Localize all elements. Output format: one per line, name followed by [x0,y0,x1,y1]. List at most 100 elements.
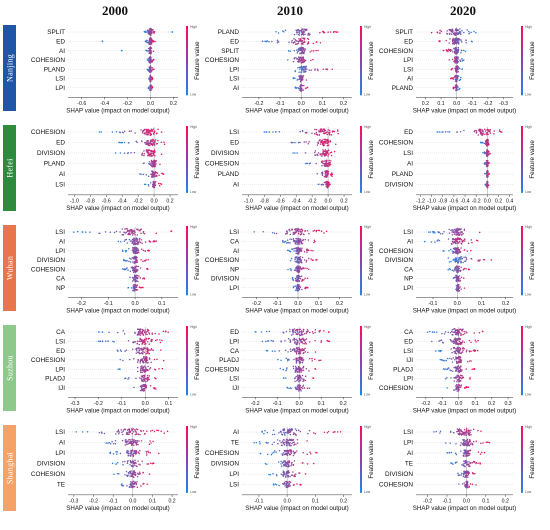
shap-point [296,256,298,258]
shap-point [132,287,135,289]
shap-point [134,278,137,280]
shap-point [450,69,452,71]
shap-point [455,42,458,44]
shap-point [136,238,138,241]
shap-point [456,66,458,68]
shap-point [439,358,442,361]
shap-point [456,249,458,251]
shap-point [489,129,491,131]
shap-point [152,128,154,130]
shap-point [302,68,304,71]
shap-point [304,277,306,279]
shap-point [458,275,461,277]
shap-point [456,86,458,89]
shap-point [140,347,143,349]
shap-point [468,339,471,342]
beeswarm-cohesion [279,365,317,373]
feature-label-ai: AI [59,239,65,246]
shap-point [148,32,150,34]
shap-point [294,350,296,353]
shap-point [128,358,131,361]
shap-point [296,346,298,349]
shap-point [141,140,143,143]
shap-point [328,163,330,165]
colorbar-low-label: Low [364,92,371,96]
shap-point [312,58,314,61]
shap-point [460,368,462,371]
shap-point [307,34,309,36]
shap-point [458,352,461,354]
shap-point [137,351,139,354]
shap-point [297,340,299,343]
shap-point [459,260,461,262]
shap-point [290,387,292,390]
shap-point [145,174,148,176]
shap-point [135,377,137,380]
shap-point [459,270,462,272]
shap-point [461,240,463,242]
shap-point [454,86,457,89]
shap-point [299,233,302,236]
shap-point [135,242,138,245]
beeswarm-ai [286,246,314,255]
shap-point [303,37,306,40]
shap-point [461,257,463,260]
x-axis-label: SHAP value (impact on model output) [245,205,348,212]
shap-point [308,69,311,71]
shap-point [148,28,151,30]
beeswarm-pland [142,159,161,168]
shap-point [301,262,303,264]
shap-point [299,38,302,41]
shap-point [460,352,462,355]
shap-point [145,331,148,333]
shap-point [330,151,333,153]
shap-point [132,271,135,274]
x-tick-label: 0.2 [166,198,173,204]
feature-label-split: SPLIT [221,48,239,55]
shap-point [302,330,304,333]
shap-point [464,240,466,242]
shap-point [463,228,466,230]
x-tick-label: 0.1 [318,401,325,407]
shap-point [455,343,458,345]
shap-point [322,183,325,186]
shap-point [265,340,267,343]
shap-point [159,341,162,344]
shap-point [430,340,433,343]
x-tick-label: -0.1 [276,101,285,107]
shap-point [304,28,307,31]
shap-point [460,243,463,245]
shap-point [302,267,305,270]
shap-point [300,83,302,86]
shap-point [305,70,307,73]
shap-point [144,241,147,243]
shap-point [301,33,303,36]
shap-point [291,276,294,279]
x-tick-label: -0.3 [499,101,508,107]
shap-point [328,159,330,162]
shap-point [462,333,464,336]
shap-point [328,134,331,136]
beeswarm-ca [97,328,169,336]
shap-point [325,132,327,134]
shap-point [455,347,457,350]
beeswarm-lsi [435,346,479,355]
colorbar-title: Feature value [368,140,375,179]
x-tick-label: 0.0 [324,198,331,204]
shap-point [447,331,449,334]
shap-point [442,131,444,133]
shap-point [305,261,308,263]
shap-point [142,366,145,369]
shap-point [299,350,301,353]
shap-point [141,242,143,244]
shap-point [300,88,302,90]
shap-point [149,58,152,60]
shap-point [452,277,455,279]
shap-point [139,338,142,340]
shap-point [145,361,148,363]
x-axis-label: SHAP value (impact on model output) [413,205,516,212]
shap-point [143,132,146,135]
x-axis-label: SHAP value (impact on model output) [66,407,169,414]
